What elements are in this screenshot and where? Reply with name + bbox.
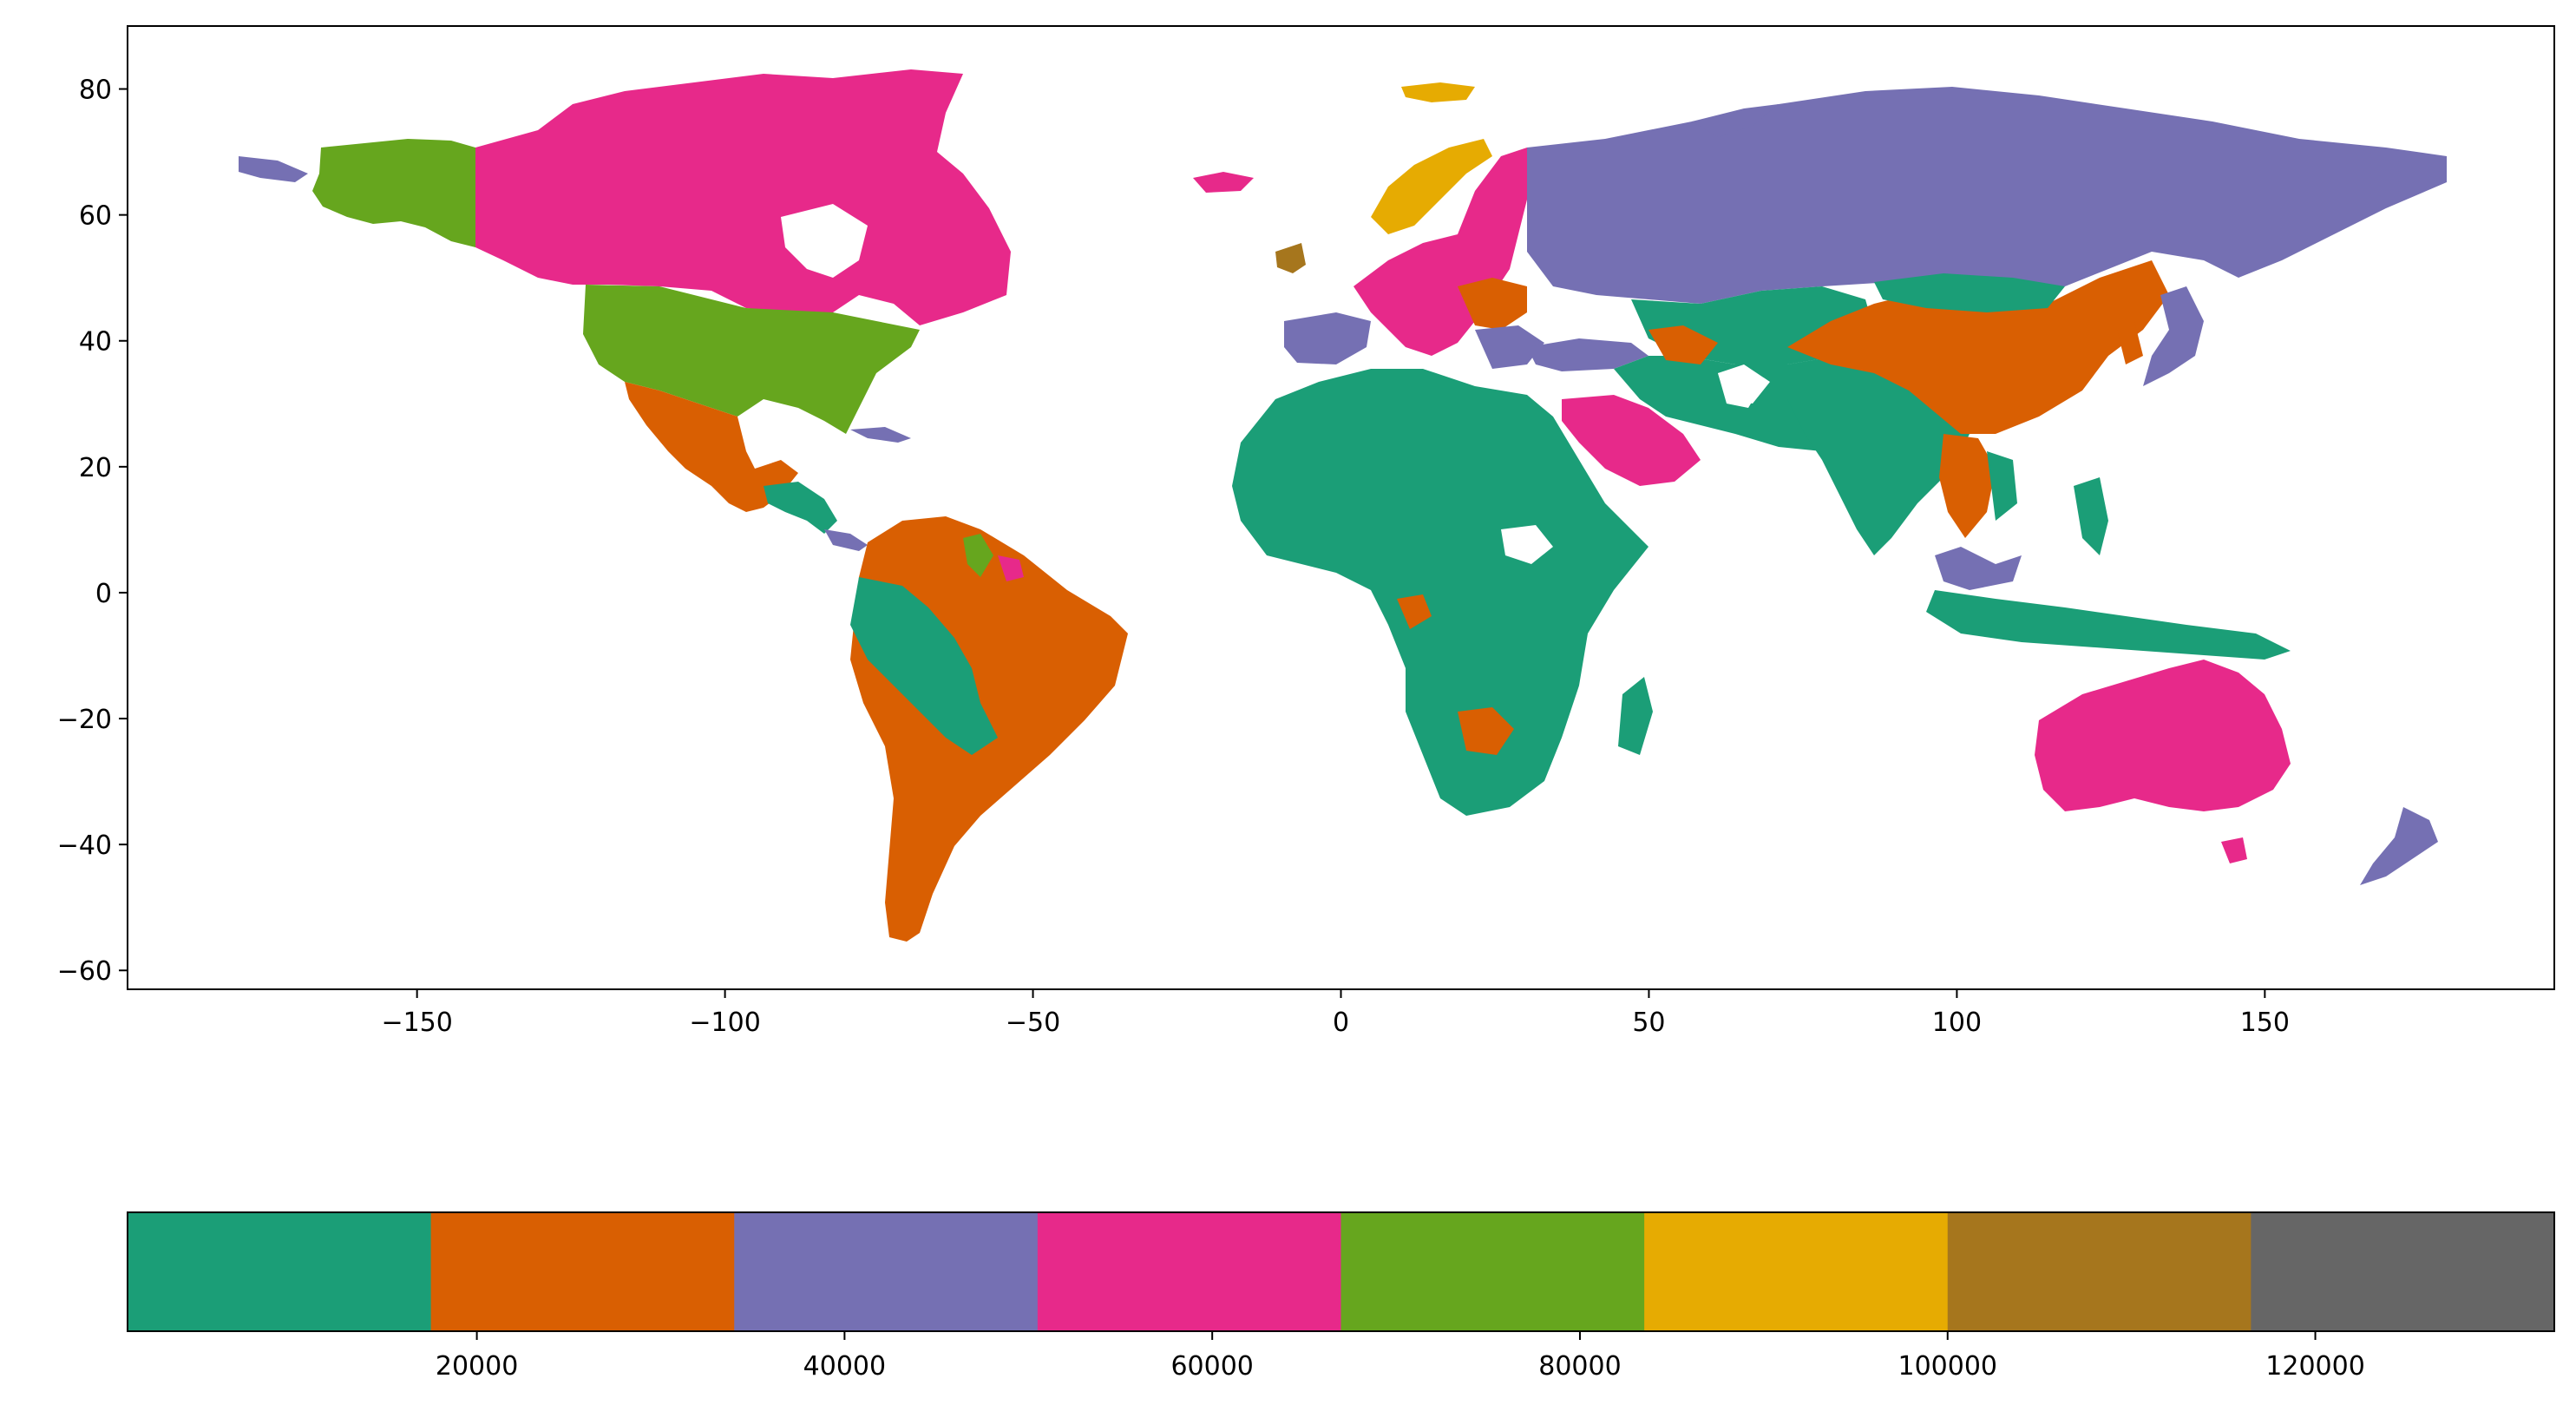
madagascar-region — [1618, 677, 1653, 755]
x-tick-label: 0 — [1333, 1008, 1349, 1038]
eastern-europe-region — [1458, 278, 1527, 330]
balkans-region — [1475, 325, 1544, 369]
new-zealand-region — [2360, 807, 2438, 885]
mexico-central-america-region — [625, 382, 798, 512]
colorbar-tick-label: 20000 — [436, 1351, 518, 1382]
map-x-ticks: −150 −100 −50 0 50 100 150 — [381, 989, 2290, 1038]
colorbar-tick-label: 120000 — [2265, 1351, 2365, 1382]
colorbar-segment — [2251, 1212, 2555, 1331]
y-tick-label: 60 — [79, 201, 112, 232]
colorbar-segment — [734, 1212, 1039, 1331]
south-asia-region — [1787, 356, 1970, 555]
y-tick-label: 20 — [79, 453, 112, 483]
novaya-zemlya-region — [1692, 104, 1779, 137]
colorbar-tick-label: 40000 — [803, 1351, 886, 1382]
colorbar: 20000 40000 60000 80000 100000 120000 — [127, 1211, 2555, 1382]
iran-region — [1649, 325, 1718, 364]
cuba-region — [850, 427, 911, 443]
colorbar-segments — [128, 1212, 2555, 1331]
y-tick-label: −60 — [57, 956, 112, 987]
gabon-region — [1397, 594, 1432, 629]
central-america-region — [764, 482, 837, 534]
south-sudan-hole — [1501, 525, 1553, 564]
x-tick-label: 150 — [2240, 1008, 2290, 1038]
colorbar-segment — [1644, 1212, 1949, 1331]
map-axes: −150 −100 −50 0 50 100 150 80 60 40 20 0 −20 −40 −60 — [57, 25, 2555, 1038]
y-tick-label: 80 — [79, 75, 112, 106]
panama-region — [824, 529, 868, 551]
guyana-region — [963, 534, 993, 577]
colorbar-frame — [127, 1211, 2555, 1332]
mongolia-region — [1874, 273, 2065, 312]
colorbar-tick-label: 60000 — [1170, 1351, 1253, 1382]
philippines-region — [2074, 477, 2108, 555]
guiana-region — [998, 555, 1024, 581]
usa-region — [583, 285, 920, 434]
andes-region — [850, 577, 998, 755]
iberia-region — [1284, 312, 1371, 364]
map-y-ticks: 80 60 40 20 0 −20 −40 −60 — [57, 75, 128, 987]
colorbar-tick-label: 100000 — [1898, 1351, 1997, 1382]
x-tick-label: −100 — [689, 1008, 760, 1038]
colorbar-tick-label: 80000 — [1538, 1351, 1621, 1382]
canada-region — [475, 69, 1011, 325]
botswana-region — [1458, 707, 1514, 755]
x-tick-label: 100 — [1932, 1008, 1982, 1038]
afghanistan-hole — [1718, 364, 1770, 404]
colorbar-segment — [128, 1212, 432, 1331]
y-tick-label: −20 — [57, 705, 112, 735]
alaska-region — [312, 139, 475, 247]
y-tick-label: 40 — [79, 327, 112, 358]
svalbard-region — [1401, 82, 1475, 102]
africa-region — [1232, 369, 1649, 816]
norway-region — [1371, 139, 1492, 234]
malaysia-region — [1935, 547, 2022, 590]
colorbar-segment — [1947, 1212, 2252, 1331]
korea-region — [2117, 321, 2143, 364]
x-tick-label: −50 — [1006, 1008, 1060, 1038]
colorbar-segment — [430, 1212, 735, 1331]
turkey-region — [1527, 338, 1649, 371]
australia-region — [2035, 660, 2291, 811]
russia-region — [1527, 87, 2447, 304]
y-tick-label: 0 — [95, 579, 112, 609]
vietnam-region — [1987, 451, 2017, 521]
indochina-region — [1939, 434, 1996, 538]
saudi-region — [1562, 395, 1701, 486]
indonesia-region — [1926, 590, 2291, 660]
tasmania-region — [2221, 837, 2247, 863]
y-tick-label: −40 — [57, 830, 112, 861]
colorbar-ticks: 20000 40000 60000 80000 100000 120000 — [436, 1331, 2365, 1382]
colorbar-segment — [1340, 1212, 1645, 1331]
x-tick-label: −150 — [381, 1008, 452, 1038]
iceland-region — [1193, 172, 1254, 193]
colorbar-segment — [1037, 1212, 1341, 1331]
china-region — [1787, 260, 2169, 434]
japan-region — [2143, 286, 2204, 386]
land-layer — [239, 69, 2447, 942]
uk-region — [1275, 243, 1306, 273]
x-tick-label: 50 — [1632, 1008, 1665, 1038]
hudson-bay — [781, 204, 868, 278]
aleutian-region — [239, 156, 308, 182]
